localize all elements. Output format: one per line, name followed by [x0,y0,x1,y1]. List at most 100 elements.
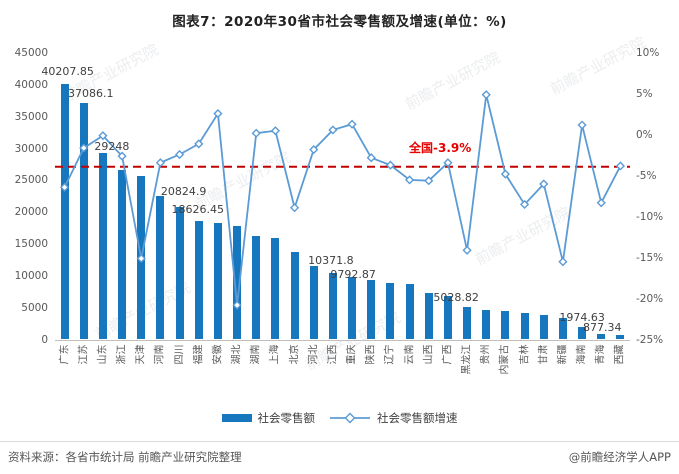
x-axis-label-山东: 山东 [97,344,109,364]
x-axis-label-河北: 河北 [308,344,320,364]
bar-四川 [175,206,184,340]
growth-marker-广西 [443,158,453,168]
bar-swatch-icon [221,414,252,422]
growth-marker-福建 [194,139,204,149]
x-axis-line [55,340,630,341]
y-axis-tick-left: 35000 [14,110,48,123]
bar-青海 [597,333,606,340]
data-label-海南: 1974.63 [559,311,605,324]
growth-marker-江西 [328,125,338,135]
x-axis-label-辽宁: 辽宁 [384,344,396,364]
x-axis-label-陕西: 陕西 [365,344,377,364]
legend-item-bar: 社会零售额 [221,410,315,426]
growth-marker-黑龙江 [462,245,472,255]
line-swatch-icon [330,412,370,424]
bar-贵州 [482,309,491,340]
x-axis-label-海南: 海南 [576,344,588,364]
x-axis-label-湖南: 湖南 [250,344,262,364]
growth-marker-安徽 [213,108,223,119]
data-label-江苏: 37086.1 [68,87,114,100]
y-axis-tick-left: 15000 [14,238,48,250]
growth-marker-甘肃 [539,179,549,189]
legend: 社会零售额 社会零售额增速 [0,410,679,426]
y-axis-tick-left: 30000 [14,142,48,155]
growth-marker-重庆 [347,119,357,129]
national-growth-annotation: 全国-3.9% [409,141,472,155]
x-axis-label-浙江: 浙江 [116,344,128,364]
x-axis-label-贵州: 贵州 [480,344,492,364]
growth-marker-山东 [98,131,108,141]
source-text: 资料来源：各省市统计局 前瞻产业研究院整理 [8,450,242,464]
bar-安徽 [213,222,222,340]
y-axis-tick-left: 20000 [14,206,48,219]
growth-marker-青海 [596,198,606,208]
watermark: 前瞻产业研究院 [402,48,504,114]
growth-marker-海南 [577,120,587,130]
y-axis-tick-right: 0% [636,128,653,141]
data-label-青海: 877.34 [583,321,622,334]
watermark: 前瞻产业研究院 [547,33,649,99]
x-axis-label-广东: 广东 [59,344,71,364]
bar-广西 [443,295,452,340]
y-axis-tick-left: 40000 [14,78,48,91]
growth-marker-辽宁 [385,160,396,170]
credit-text: @前瞻经济学人APP [568,450,671,464]
bar-北京 [290,252,299,340]
legend-line-label: 社会零售额增速 [377,411,458,425]
y-axis-tick-left: 5000 [21,301,48,314]
growth-marker-河南 [155,158,166,168]
x-axis-label-安徽: 安徽 [212,344,224,364]
x-axis-label-重庆: 重庆 [346,344,358,364]
growth-marker-上海 [270,126,281,136]
bar-西藏 [616,335,625,340]
bar-重庆 [348,277,357,340]
bar-山东 [98,153,107,340]
data-label-福建: 18626.45 [171,203,225,216]
bar-湖南 [252,235,261,340]
bar-广东 [60,83,69,340]
x-axis-label-青海: 青海 [595,344,607,364]
growth-marker-湖南 [251,128,261,138]
data-label-广东: 40207.85 [41,65,94,78]
x-axis-label-黑龙江: 黑龙江 [461,344,473,374]
bar-海南 [578,326,587,340]
bar-天津 [137,175,146,340]
bar-云南 [405,284,414,340]
data-label-重庆: 9792.87 [330,268,376,281]
growth-marker-山西 [424,176,434,186]
watermark: 前瞻产业研究院 [472,203,574,269]
x-axis-label-上海: 上海 [269,344,281,364]
legend-item-line: 社会零售额增速 [329,410,458,426]
x-axis-label-云南: 云南 [404,344,416,364]
bar-浙江 [118,169,127,340]
y-axis-tick-right: 10% [636,47,660,59]
data-label-江西: 10371.8 [308,254,354,267]
growth-marker-陕西 [366,153,376,163]
data-label-四川: 20824.9 [160,185,207,198]
bar-内蒙古 [501,310,510,340]
bar-江西 [328,273,337,340]
y-axis-tick-left: 45000 [14,47,48,59]
growth-marker-北京 [289,203,300,213]
growth-marker-浙江 [117,151,127,161]
y-axis-tick-right: 5% [636,87,653,100]
growth-marker-吉林 [519,199,530,210]
bar-辽宁 [386,282,395,340]
growth-marker-四川 [174,149,185,160]
x-axis-label-江苏: 江苏 [78,344,90,364]
bar-陕西 [367,280,376,340]
x-axis-label-吉林: 吉林 [519,344,531,364]
x-axis-label-西藏: 西藏 [614,344,626,364]
y-axis-tick-left: 25000 [14,174,48,187]
growth-marker-新疆 [558,257,568,267]
x-axis-label-北京: 北京 [289,344,301,364]
y-axis-tick-right: -20% [636,292,664,305]
bar-江苏 [79,103,88,340]
bar-黑龙江 [463,307,472,340]
x-axis-label-江西: 江西 [327,344,339,364]
bar-河南 [156,196,165,340]
growth-marker-内蒙古 [500,169,511,179]
y-axis-tick-left: 10000 [14,269,48,282]
x-axis-label-河南: 河南 [154,344,166,364]
